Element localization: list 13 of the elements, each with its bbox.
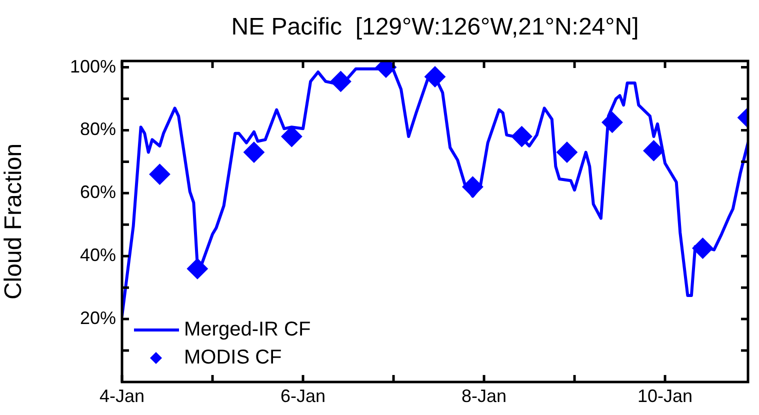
x-tick-label: 4-Jan xyxy=(99,386,145,406)
chart-title: NE Pacific [129°W:126°W,21°N:24°N] xyxy=(231,14,639,41)
legend-label: Merged-IR CF xyxy=(184,318,311,341)
x-tick-label: 8-Jan xyxy=(462,386,507,406)
y-tick-label: 60% xyxy=(80,182,116,202)
y-tick-label: 20% xyxy=(80,308,116,328)
x-tick-label: 6-Jan xyxy=(280,386,326,406)
y-tick-label: 100% xyxy=(70,56,116,76)
x-tick-label: 10-Jan xyxy=(638,386,693,406)
y-tick-label: 80% xyxy=(80,119,116,140)
legend-label: MODIS CF xyxy=(184,346,282,369)
y-tick-label: 40% xyxy=(80,245,116,266)
y-axis-title: Cloud Fraction xyxy=(0,143,28,300)
